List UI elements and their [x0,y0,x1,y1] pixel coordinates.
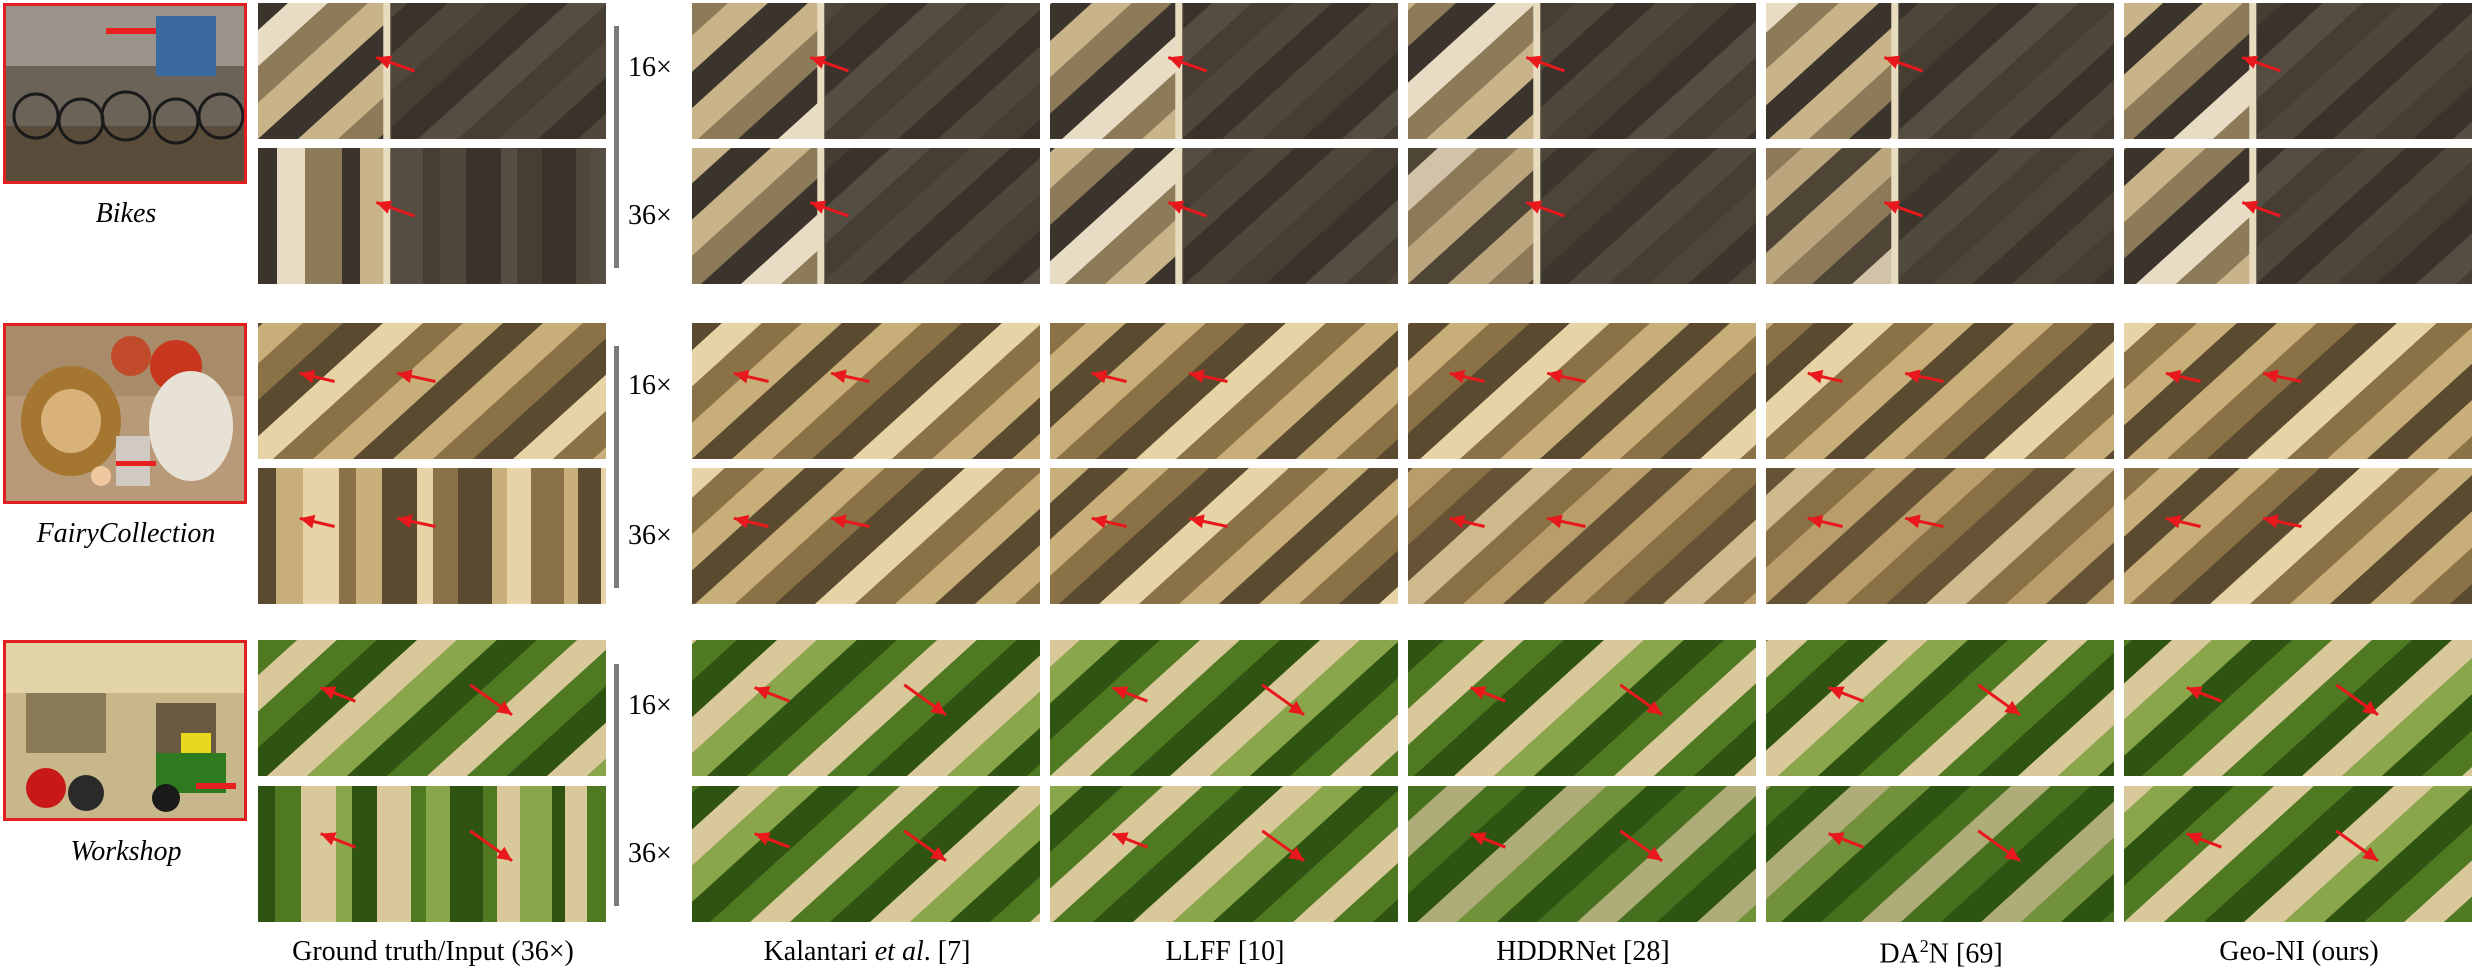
column-label-kalantari-italic: et al [874,936,924,967]
tile-bikes-16x-hddrnet [1408,3,1756,139]
factor-label-bikes-36x: 36× [628,200,672,231]
column-label-geo-ni-text: Geo-NI (ours) [2219,936,2379,967]
tile-fairycollection-36x-da2n [1766,468,2114,604]
tile-bikes-16x-ground-truth [258,3,606,139]
column-label-ground-truth-text: Ground truth/Input (36×) [292,936,574,967]
tile-fairycollection-36x-llff [1050,468,1398,604]
factor-label-workshop-16x: 16× [628,690,672,721]
scene-label-bikes: Bikes [95,198,157,229]
tile-workshop-36x-llff [1050,786,1398,922]
tile-bikes-36x-da2n [1766,148,2114,284]
tile-workshop-16x-kalantari [692,640,1040,776]
tile-fairycollection-36x-geo-ni [2124,468,2472,604]
tile-workshop-16x-hddrnet [1408,640,1756,776]
tile-fairycollection-16x-hddrnet [1408,323,1756,459]
tile-bikes-36x-ground-truth [258,148,606,284]
factor-label-fairycollection-36x: 36× [628,520,672,551]
tile-workshop-36x-kalantari [692,786,1040,922]
thumbnail-workshop [3,640,247,821]
factor-label-bikes-16x: 16× [628,52,672,83]
tile-workshop-16x-da2n [1766,640,2114,776]
tile-bikes-16x-llff [1050,3,1398,139]
tile-workshop-16x-ground-truth [258,640,606,776]
tile-workshop-36x-da2n [1766,786,2114,922]
thumbnail-fairycollection [3,323,247,504]
tile-workshop-36x-hddrnet [1408,786,1756,922]
column-label-kalantari-tail: . [7] [923,936,971,967]
tile-bikes-16x-geo-ni [2124,3,2472,139]
tile-bikes-16x-da2n [1766,3,2114,139]
group-bar-workshop [614,664,619,906]
group-bar-fairycollection [614,346,619,588]
tile-workshop-36x-geo-ni [2124,786,2472,922]
column-label-kalantari-main: Kalantari [763,936,875,967]
column-label-da2n-tail: N [69] [1928,938,2003,970]
column-label-da2n-main: DA [1879,938,1920,970]
tile-fairycollection-16x-da2n [1766,323,2114,459]
tile-workshop-16x-geo-ni [2124,640,2472,776]
tile-bikes-36x-hddrnet [1408,148,1756,284]
tile-workshop-16x-llff [1050,640,1398,776]
tile-fairycollection-16x-llff [1050,323,1398,459]
tile-bikes-36x-kalantari [692,148,1040,284]
group-bar-bikes [614,26,619,268]
tile-fairycollection-36x-ground-truth [258,468,606,604]
column-label-hddrnet-text: HDDRNet [28] [1496,936,1670,967]
factor-label-workshop-36x: 36× [628,838,672,869]
column-label-ground-truth: Ground truth/Input (36×) [258,936,608,968]
tile-bikes-36x-geo-ni [2124,148,2472,284]
thumbnail-bikes [3,3,247,184]
column-label-da2n-sup: 2 [1919,936,1929,956]
column-label-llff-text: LLFF [10] [1165,936,1285,967]
column-label-kalantari: Kalantari et al. [7] [692,936,1042,968]
column-label-llff: LLFF [10] [1050,936,1400,968]
column-label-hddrnet: HDDRNet [28] [1408,936,1758,968]
tile-fairycollection-36x-kalantari [692,468,1040,604]
scene-label-fairycollection: FairyCollection [36,518,216,549]
tile-bikes-36x-llff [1050,148,1398,284]
column-label-geo-ni: Geo-NI (ours) [2124,936,2474,968]
tile-fairycollection-16x-ground-truth [258,323,606,459]
tile-workshop-36x-ground-truth [258,786,606,922]
tile-fairycollection-16x-geo-ni [2124,323,2472,459]
tile-fairycollection-36x-hddrnet [1408,468,1756,604]
scene-label-workshop: Workshop [70,836,182,867]
column-label-da2n: DA2N [69] [1766,936,2116,970]
tile-bikes-16x-kalantari [692,3,1040,139]
factor-label-fairycollection-16x: 16× [628,370,672,401]
tile-fairycollection-16x-kalantari [692,323,1040,459]
